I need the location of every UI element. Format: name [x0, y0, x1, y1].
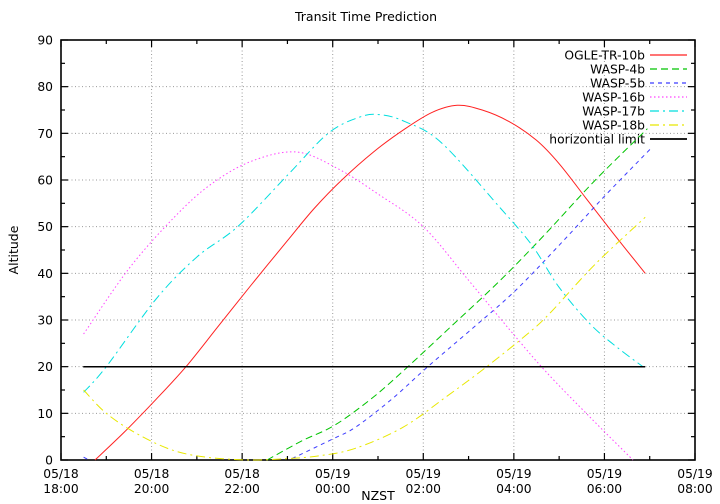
- legend-label: WASP-17b: [582, 105, 645, 119]
- x-tick-label-time: 20:00: [134, 482, 169, 496]
- legend-label: WASP-4b: [590, 63, 645, 77]
- x-tick-label-time: 02:00: [406, 482, 441, 496]
- y-tick-label: 60: [37, 174, 53, 188]
- y-tick-label: 80: [37, 80, 53, 94]
- x-tick-label-date: 05/19: [587, 467, 622, 481]
- y-tick-label: 30: [37, 314, 53, 328]
- x-tick-label-time: 22:00: [224, 482, 259, 496]
- x-tick-label-time: 06:00: [587, 482, 622, 496]
- x-axis-label: NZST: [361, 488, 395, 503]
- x-tick-label-date: 05/18: [43, 467, 78, 481]
- x-tick-label-date: 05/18: [134, 467, 169, 481]
- legend-label: OGLE-TR-10b: [564, 49, 645, 63]
- y-tick-label: 50: [37, 220, 53, 234]
- legend-label: horizontial limit: [549, 133, 645, 147]
- chart-title: Transit Time Prediction: [294, 9, 438, 24]
- x-tick-label-date: 05/19: [496, 467, 531, 481]
- legend-label: WASP-5b: [590, 77, 645, 91]
- series-WASP-16b: [83, 151, 634, 461]
- x-tick-label-time: 04:00: [496, 482, 531, 496]
- x-tick-label-date: 05/19: [315, 467, 350, 481]
- x-tick-label-time: 00:00: [315, 482, 350, 496]
- series-WASP-18b: [83, 216, 646, 461]
- y-tick-label: 90: [37, 34, 53, 48]
- x-tick-label-time: 18:00: [43, 482, 78, 496]
- y-tick-label: 20: [37, 360, 53, 374]
- series-WASP-5b: [83, 456, 90, 461]
- x-tick-label-date: 05/19: [406, 467, 441, 481]
- legend-label: WASP-16b: [582, 91, 645, 105]
- y-tick-label: 70: [37, 127, 53, 141]
- y-tick-label: 40: [37, 267, 53, 281]
- legend-label: WASP-18b: [582, 119, 645, 133]
- series-WASP-4b: [266, 128, 648, 461]
- x-tick-label-time: 08:00: [677, 482, 712, 496]
- series-WASP-5b: [291, 146, 653, 460]
- x-tick-label-date: 05/18: [224, 467, 259, 481]
- series-WASP-17b: [83, 113, 644, 393]
- series-OGLE-TR-10b: [94, 104, 646, 461]
- y-tick-label: 0: [45, 454, 53, 468]
- x-tick-label-date: 05/19: [677, 467, 712, 481]
- y-tick-label: 10: [37, 407, 53, 421]
